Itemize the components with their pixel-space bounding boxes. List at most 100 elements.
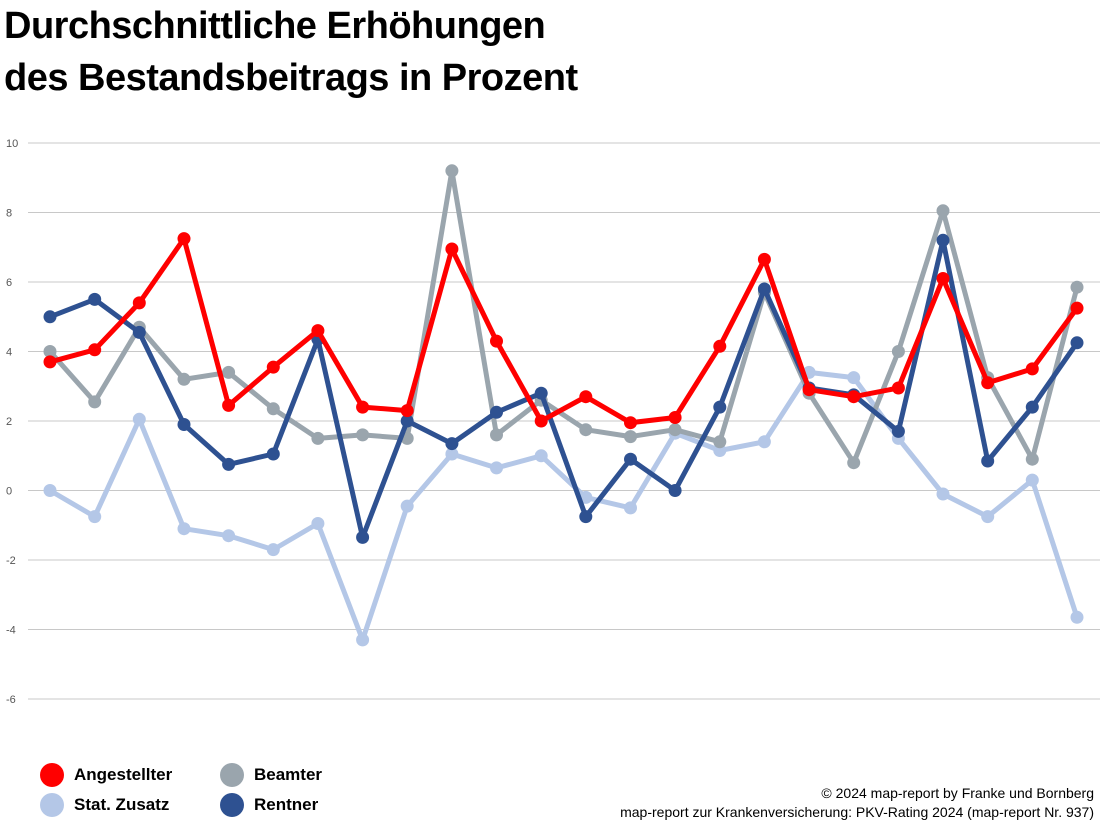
legend-swatch-beamter xyxy=(220,763,244,787)
legend-item-angestellter: Angestellter xyxy=(40,760,172,790)
y-tick-label: 6 xyxy=(6,277,12,289)
y-axis-tick-labels: 10 8 6 4 2 0 -2 -4 -6 xyxy=(6,138,18,706)
y-tick-label: 10 xyxy=(6,138,18,150)
data-point-angestellter xyxy=(713,339,727,353)
data-point-angestellter xyxy=(981,376,995,390)
data-point-stat-zusatz xyxy=(400,499,414,513)
y-tick-label: -4 xyxy=(6,625,16,637)
data-point-stat-zusatz xyxy=(356,633,370,647)
data-point-rentner xyxy=(579,510,593,524)
data-point-rentner xyxy=(490,405,503,419)
chart-title-line-1: Durchschnittliche Erhöhungen xyxy=(4,5,546,47)
data-point-angestellter xyxy=(222,398,236,412)
footer-copyright: © 2024 map-report by Franke und Bornberg xyxy=(821,785,1094,801)
series-line-stat-zusatz xyxy=(47,369,1080,643)
data-point-angestellter xyxy=(88,343,102,357)
data-point-rentner xyxy=(713,400,727,414)
data-point-beamter xyxy=(88,395,102,409)
data-point-beamter xyxy=(222,365,236,379)
data-point-rentner xyxy=(177,418,191,431)
data-point-angestellter xyxy=(311,324,325,338)
y-tick-label: 8 xyxy=(6,208,12,220)
legend-label-angestellter: Angestellter xyxy=(74,765,173,784)
series-line-angestellter xyxy=(47,236,1080,426)
data-point-beamter xyxy=(266,402,280,416)
data-point-rentner xyxy=(88,292,102,306)
y-tick-label: -2 xyxy=(6,555,16,567)
data-point-stat-zusatz xyxy=(88,510,102,524)
data-point-beamter xyxy=(936,204,950,218)
data-point-beamter xyxy=(356,428,370,442)
data-point-beamter xyxy=(891,345,905,358)
y-tick-label: 2 xyxy=(6,416,12,428)
data-point-angestellter xyxy=(400,404,414,418)
y-tick-label: -6 xyxy=(6,694,16,706)
data-point-angestellter xyxy=(891,381,905,395)
legend: Angestellter Stat. Zusatz Beamter Rentne… xyxy=(40,760,370,830)
data-point-angestellter xyxy=(847,390,861,404)
data-point-angestellter xyxy=(445,242,459,256)
data-point-stat-zusatz xyxy=(311,517,325,530)
data-point-stat-zusatz xyxy=(534,449,548,463)
data-point-beamter xyxy=(579,423,593,437)
chart-title: Durchschnittliche Erhöhungen des Bestand… xyxy=(4,0,578,104)
data-point-stat-zusatz xyxy=(624,501,637,515)
data-point-rentner xyxy=(43,310,57,324)
data-point-stat-zusatz xyxy=(1070,610,1084,624)
data-point-rentner xyxy=(534,386,548,400)
series-line-rentner xyxy=(47,237,1080,540)
data-point-stat-zusatz xyxy=(445,447,459,461)
copyright-footer: © 2024 map-report by Franke und Bornberg… xyxy=(620,784,1094,822)
data-point-angestellter xyxy=(490,334,503,348)
data-point-stat-zusatz xyxy=(132,412,146,426)
footer-source: map-report zur Krankenversicherung: PKV-… xyxy=(620,804,1094,820)
data-point-angestellter xyxy=(802,383,816,397)
data-point-rentner xyxy=(668,484,682,497)
data-point-angestellter xyxy=(534,414,548,428)
data-point-rentner xyxy=(400,414,414,428)
series-angestellter xyxy=(43,232,1084,430)
data-point-rentner xyxy=(222,457,236,471)
series-stat-zusatz xyxy=(43,365,1084,647)
data-point-angestellter xyxy=(43,355,57,369)
data-point-stat-zusatz xyxy=(177,522,191,536)
data-point-angestellter xyxy=(668,411,682,424)
data-point-stat-zusatz xyxy=(222,529,236,543)
legend-label-beamter: Beamter xyxy=(254,765,323,784)
data-point-angestellter xyxy=(266,360,280,374)
series-rentner xyxy=(43,233,1084,544)
data-point-rentner xyxy=(757,282,771,296)
data-point-stat-zusatz xyxy=(847,371,861,385)
data-point-rentner xyxy=(1070,336,1084,350)
y-tick-label: 4 xyxy=(6,347,12,359)
data-point-beamter xyxy=(177,372,191,386)
data-point-angestellter xyxy=(1025,362,1039,376)
data-point-angestellter xyxy=(356,400,370,414)
series-group xyxy=(43,164,1084,647)
legend-item-stat-zusatz: Stat. Zusatz xyxy=(40,790,169,820)
data-point-stat-zusatz xyxy=(981,510,995,524)
data-point-angestellter xyxy=(132,296,146,310)
data-point-rentner xyxy=(132,325,146,339)
data-point-beamter xyxy=(624,430,637,444)
legend-label-stat-zusatz: Stat. Zusatz xyxy=(74,795,170,814)
data-point-rentner xyxy=(891,424,905,438)
legend-item-beamter: Beamter xyxy=(220,760,322,790)
data-point-beamter xyxy=(490,428,503,442)
grid-lines xyxy=(28,142,1100,700)
data-point-beamter xyxy=(1025,452,1039,466)
legend-item-rentner: Rentner xyxy=(220,790,318,820)
chart-title-line-2: des Bestandsbeitrags in Prozent xyxy=(4,57,578,99)
data-point-stat-zusatz xyxy=(43,484,57,497)
legend-swatch-stat-zusatz xyxy=(40,793,64,817)
data-point-rentner xyxy=(624,452,637,466)
legend-swatch-rentner xyxy=(220,793,244,817)
data-point-stat-zusatz xyxy=(490,461,503,475)
data-point-beamter xyxy=(668,423,682,437)
data-point-angestellter xyxy=(757,252,771,266)
data-point-angestellter xyxy=(1070,301,1084,315)
data-point-beamter xyxy=(713,435,727,449)
data-point-rentner xyxy=(266,447,280,461)
y-tick-label: 0 xyxy=(6,486,12,498)
